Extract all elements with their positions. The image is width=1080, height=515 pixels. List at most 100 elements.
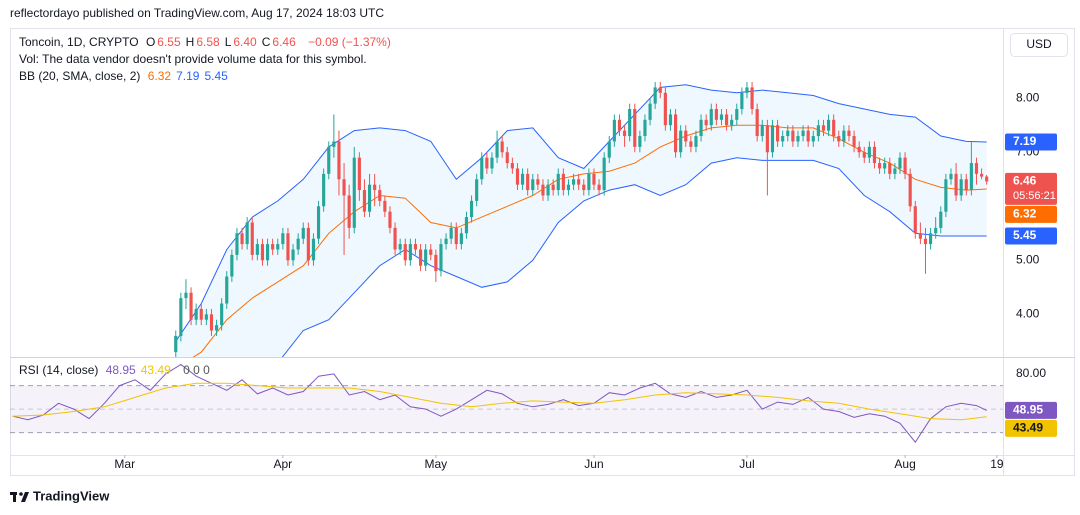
bb-line xyxy=(192,124,987,357)
candle-body xyxy=(719,114,724,120)
candle-body xyxy=(872,146,877,164)
x-tick-label: Jun xyxy=(584,457,603,471)
price-tag xyxy=(1005,205,1057,223)
candle-body xyxy=(413,244,418,250)
candle-body xyxy=(852,136,856,147)
candle-body xyxy=(944,179,948,212)
note: Vol: The data vendor doesn't provide vol… xyxy=(19,52,367,66)
candle-body xyxy=(658,87,662,93)
countdown: 05:56:21 xyxy=(1013,190,1056,202)
candle-body xyxy=(291,249,295,261)
candle-body xyxy=(857,146,861,153)
candle-body xyxy=(964,179,968,191)
candle-body xyxy=(500,141,504,153)
candle-body xyxy=(862,152,866,158)
y-tick-label: 80.00 xyxy=(1016,366,1046,380)
candle-body xyxy=(245,222,249,245)
rsi-line xyxy=(12,382,987,421)
candle-body xyxy=(928,233,933,245)
candle-body xyxy=(633,109,637,147)
candle-body xyxy=(454,227,458,245)
candle-body xyxy=(388,211,392,228)
candle-body xyxy=(684,130,688,142)
candle-body xyxy=(934,227,938,234)
candle-body xyxy=(240,233,244,245)
candle-body xyxy=(587,173,591,191)
candle-body xyxy=(949,173,953,180)
band-background xyxy=(175,84,987,357)
candle-body xyxy=(765,125,769,153)
candle-body xyxy=(459,233,463,245)
price-tag xyxy=(1005,419,1057,437)
candle-body xyxy=(281,233,285,245)
candle-body xyxy=(770,125,775,153)
candle-body xyxy=(628,109,632,137)
candle-body xyxy=(362,190,367,212)
candle-body xyxy=(378,190,382,201)
candle-body xyxy=(612,119,616,142)
price-tag xyxy=(1005,401,1057,419)
bb-title: BB (20, SMA, close, 2) xyxy=(19,69,141,83)
candle-body xyxy=(908,173,912,207)
candle-body xyxy=(918,233,922,239)
candle-body xyxy=(475,179,479,201)
candle-body xyxy=(214,325,219,331)
candle-body xyxy=(985,176,989,182)
legend-value: 6.46 xyxy=(272,35,296,49)
legend-value: 6.55 xyxy=(157,35,181,49)
candle-body xyxy=(265,244,270,261)
candle-body xyxy=(597,184,601,191)
candle-body xyxy=(204,314,208,320)
bb-legend: BB (20, SMA, close, 2) 6.32 7.19 5.45 xyxy=(19,69,237,83)
candle-body xyxy=(531,179,535,191)
candle-body xyxy=(367,184,372,212)
candle-body xyxy=(342,179,346,196)
candle-body xyxy=(347,195,351,228)
candle-body xyxy=(796,136,800,142)
candle-body xyxy=(184,292,188,299)
candle-body xyxy=(939,211,943,228)
candle-body xyxy=(867,146,871,158)
candle-body xyxy=(332,141,336,147)
candle-body xyxy=(893,168,897,174)
candle-body xyxy=(709,109,713,126)
candle-body xyxy=(526,173,530,191)
candle-body xyxy=(271,244,275,250)
change: −0.09 (−1.37%) xyxy=(308,35,391,49)
candle-body xyxy=(760,125,764,137)
candle-body xyxy=(602,157,606,191)
candle-body xyxy=(582,184,586,191)
rsi-title: RSI (14, close) xyxy=(19,363,99,377)
candle-body xyxy=(959,179,963,196)
legend-key: O xyxy=(145,35,156,49)
rsi-values: 48.95 43.49 xyxy=(106,363,176,377)
currency[interactable]: USD xyxy=(1026,37,1052,51)
bb-value: 5.45 xyxy=(204,69,228,83)
candle-body xyxy=(235,233,239,255)
candle-body xyxy=(174,335,178,353)
logo xyxy=(10,492,29,502)
candle-body xyxy=(832,119,836,137)
candle-body xyxy=(811,136,815,142)
legend-value: 6.40 xyxy=(233,35,257,49)
candle-body xyxy=(230,254,234,277)
candle-body xyxy=(730,119,734,126)
currency-button[interactable] xyxy=(1010,33,1068,57)
bb-value: 7.19 xyxy=(176,69,200,83)
price-tag xyxy=(1005,227,1057,245)
rsi-legend: RSI (14, close) 48.95 43.49 0 0 0 xyxy=(19,363,214,377)
bb-line xyxy=(281,157,987,357)
candle-body xyxy=(260,244,265,261)
candle-body xyxy=(898,157,902,169)
candle-body xyxy=(791,130,795,142)
candle-body xyxy=(556,173,560,191)
price-tag-label: 7.19 xyxy=(1013,134,1037,148)
candle-body xyxy=(561,173,565,191)
y-tick-label: 5.00 xyxy=(1016,252,1040,266)
price-tag-label: 48.95 xyxy=(1013,403,1043,417)
candle-body xyxy=(745,87,749,93)
candle-body xyxy=(714,109,718,120)
symbol: Toncoin, 1D, CRYPTO xyxy=(19,35,139,49)
candle-body xyxy=(668,114,673,126)
candle-body xyxy=(250,222,254,255)
